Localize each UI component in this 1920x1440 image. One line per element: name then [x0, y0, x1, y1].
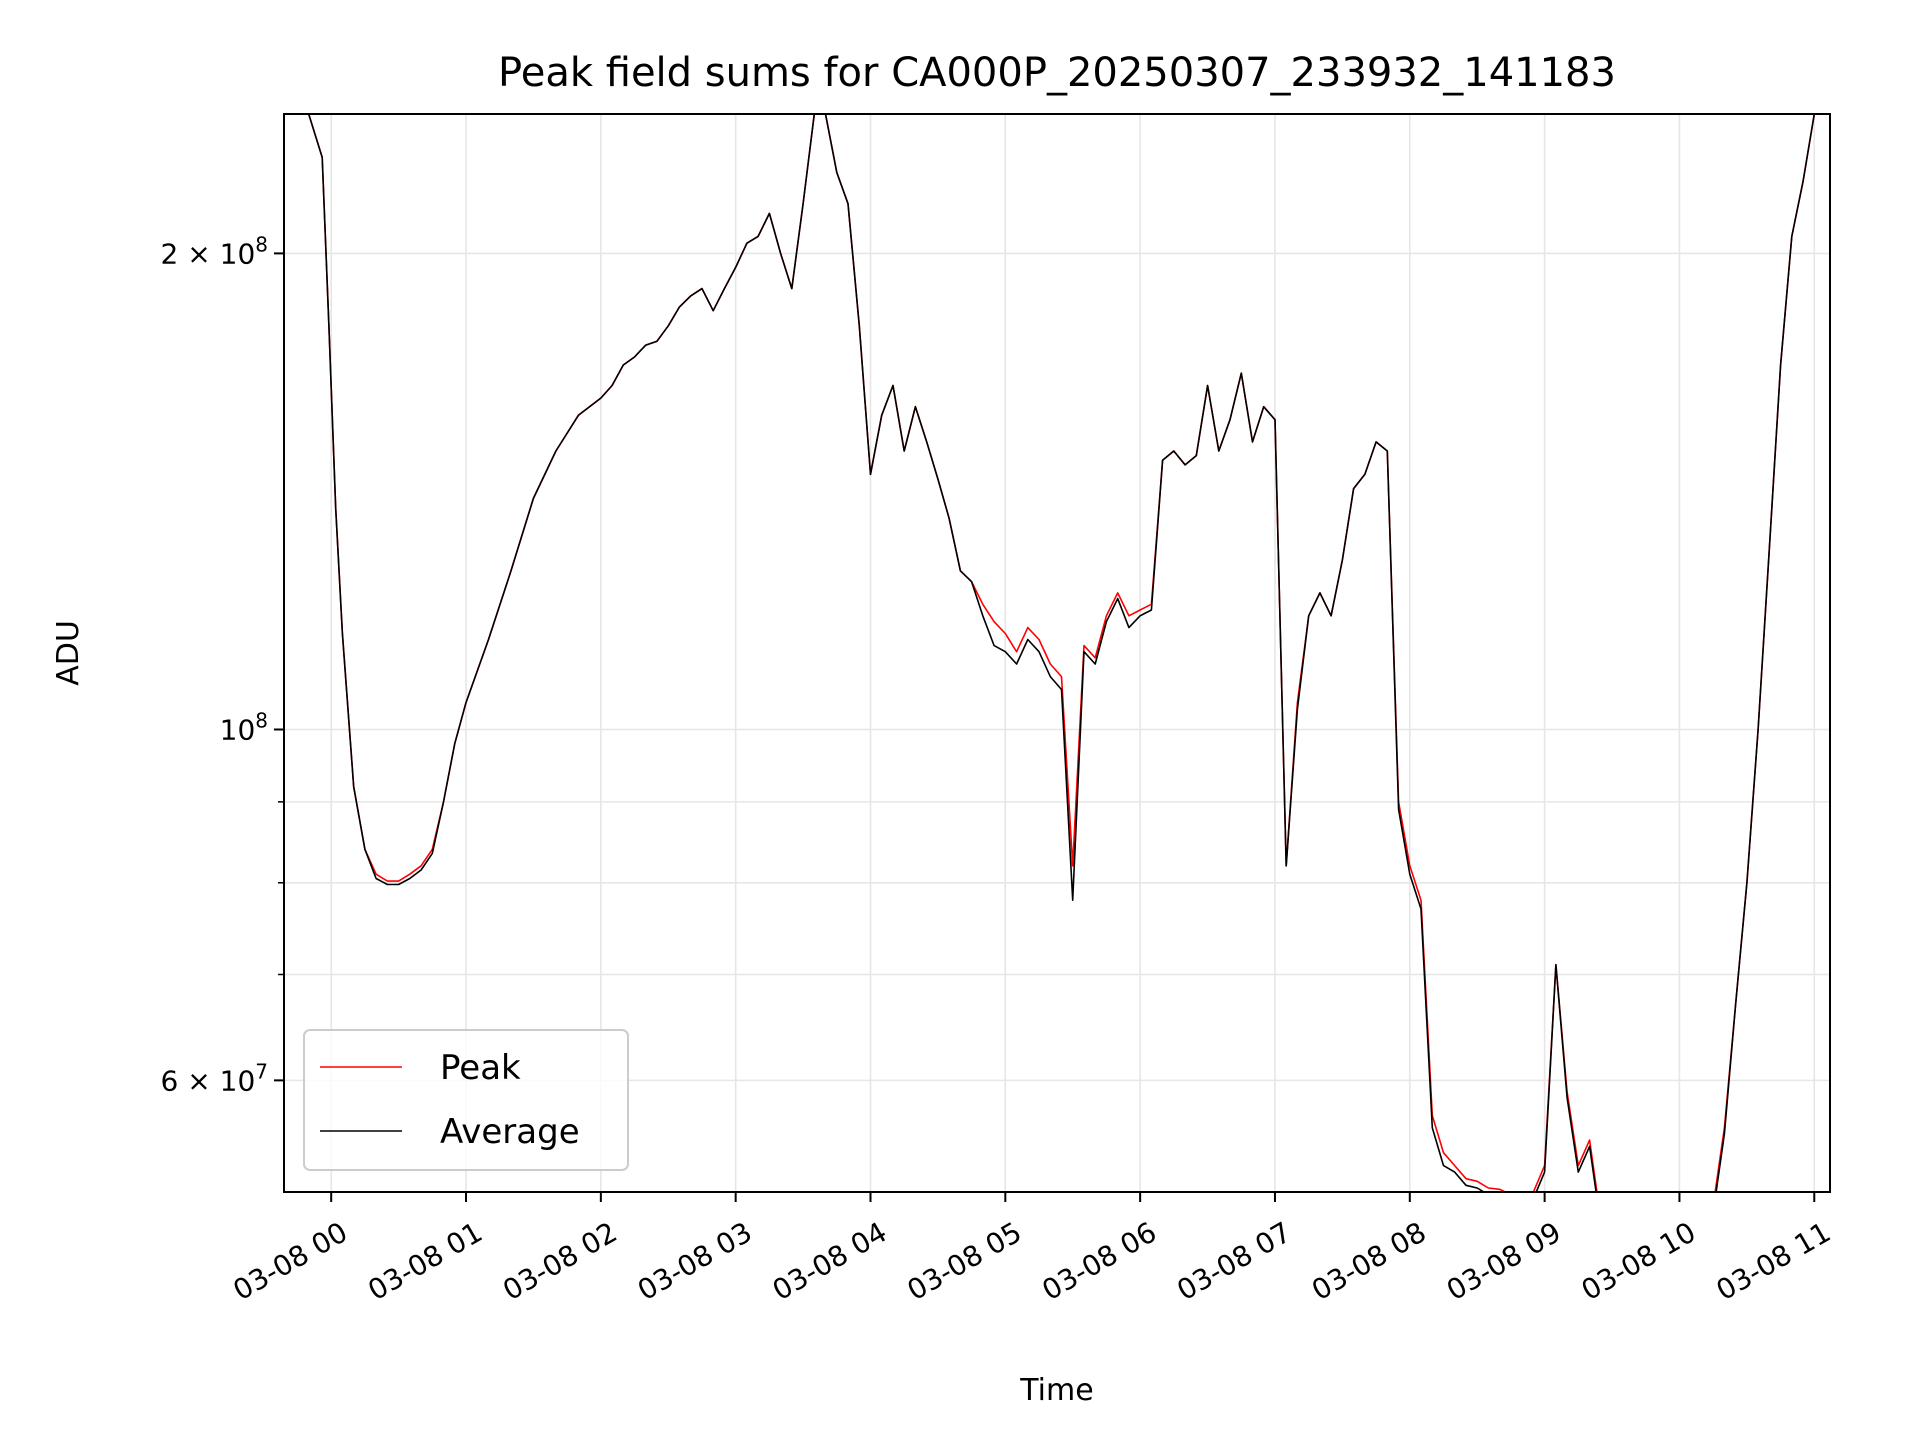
- y-axis-title: ADU: [51, 620, 86, 686]
- chart-title: Peak field sums for CA000P_20250307_2339…: [498, 50, 1616, 96]
- legend-box: [303, 1029, 629, 1171]
- y-tick-label: 6 × 107: [161, 1059, 268, 1097]
- y-tick-label: 108: [220, 708, 268, 746]
- y-tick-label: 2 × 108: [161, 232, 268, 270]
- plot-frame: [283, 113, 1831, 1193]
- legend-label-average: Average: [440, 1112, 580, 1152]
- x-axis-title: Time: [1019, 1373, 1093, 1408]
- series-line-average: [286, 114, 1816, 1192]
- plot-area: [286, 114, 1816, 1192]
- legend: Peak Average: [303, 1029, 629, 1171]
- legend-label-peak: Peak: [440, 1048, 521, 1088]
- y-axis: 2 × 108 108 6 × 107: [161, 232, 284, 1097]
- series-group: [286, 114, 1816, 1192]
- grid: [284, 114, 1830, 1192]
